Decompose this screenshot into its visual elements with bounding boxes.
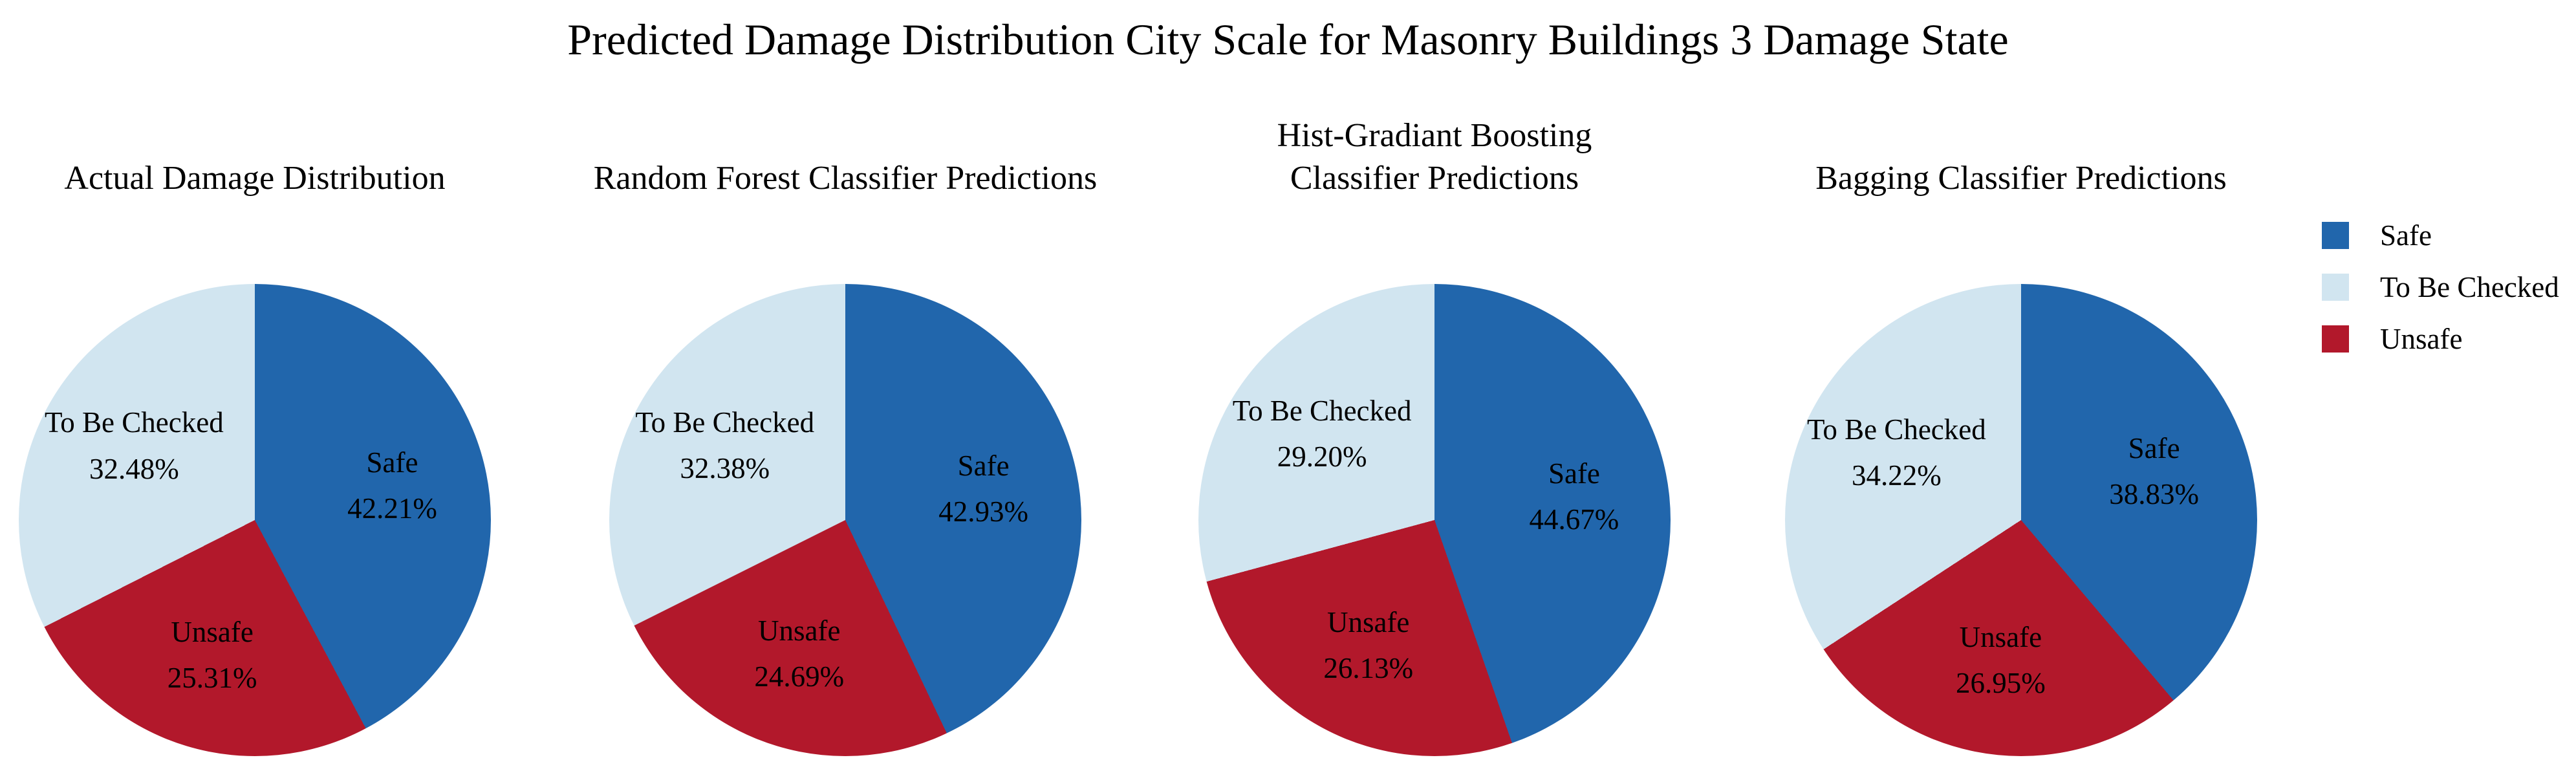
legend-item-to-be-checked: To Be Checked xyxy=(2322,270,2559,304)
legend-item-safe: Safe xyxy=(2322,219,2559,252)
pie-slice-label: Safe 44.67% xyxy=(1529,457,1619,536)
legend: Safe To Be Checked Unsafe xyxy=(2322,219,2559,356)
pie-bagging xyxy=(1785,284,2257,756)
subplot-title-actual: Actual Damage Distribution xyxy=(64,160,446,197)
safe-swatch-icon xyxy=(2322,222,2349,249)
pie-slice-label: Unsafe 26.95% xyxy=(1956,620,2046,699)
pie-actual-damage xyxy=(19,284,491,756)
to-be-checked-swatch-icon xyxy=(2322,274,2349,301)
legend-label-safe: Safe xyxy=(2380,219,2432,252)
subplot-title-hist-gradiant: Hist-Gradiant Boosting Classifier Predic… xyxy=(1277,116,1592,197)
figure-title: Predicted Damage Distribution City Scale… xyxy=(567,15,2009,64)
pie-slice-label: Unsafe 26.13% xyxy=(1323,605,1414,684)
pie-slice-label: To Be Checked 32.48% xyxy=(44,406,224,485)
pie-slice-label: Unsafe 24.69% xyxy=(754,614,845,693)
pie-slice-label: To Be Checked 34.22% xyxy=(1806,413,1986,492)
pie-slice-label: Safe 38.83% xyxy=(2109,431,2200,510)
pie-slice-label: To Be Checked 29.20% xyxy=(1232,394,1412,473)
legend-label-to-be-checked: To Be Checked xyxy=(2380,271,2559,303)
pie-slice-label: To Be Checked 32.38% xyxy=(635,406,815,484)
subplot-title-bagging: Bagging Classifier Predictions xyxy=(1815,160,2227,197)
pie-slice-label: Safe 42.21% xyxy=(347,446,437,525)
pie-random-forest xyxy=(609,284,1081,756)
unsafe-swatch-icon xyxy=(2322,325,2349,353)
pie-slice-label: Unsafe 25.31% xyxy=(167,615,257,694)
subplot-title-random-forest: Random Forest Classifier Predictions xyxy=(593,160,1098,197)
legend-label-unsafe: Unsafe xyxy=(2380,323,2463,355)
legend-item-unsafe: Unsafe xyxy=(2322,322,2559,356)
pie-hist-gradiant-boosting xyxy=(1198,284,1671,756)
pie-slice-label: Safe 42.93% xyxy=(938,449,1028,528)
